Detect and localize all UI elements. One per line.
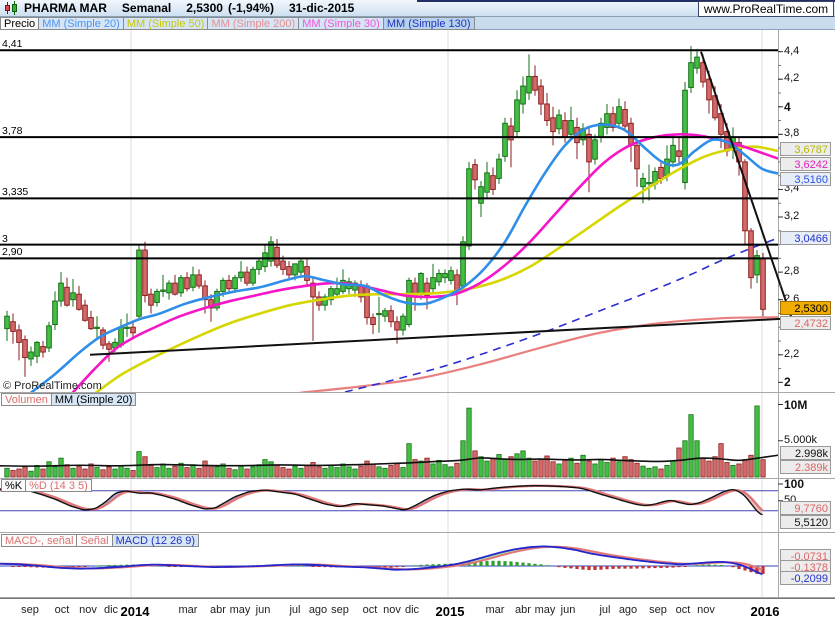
tab-mm-simple-30[interactable]: MM (Simple 30) <box>298 17 384 30</box>
symbol-name: PHARMA MAR <box>24 0 107 15</box>
price-change: (-1,94%) <box>227 0 274 15</box>
tab-precio[interactable]: Precio <box>0 17 40 30</box>
candlestick-icon <box>4 1 19 15</box>
panel-divider <box>0 478 835 479</box>
legend-bar: Precio MM (Simple 20) MM (Simple 50) MM (Si… <box>0 17 835 30</box>
tab-senal[interactable]: Señal <box>76 534 113 547</box>
top-accent-strip <box>417 0 835 2</box>
stochastic-panel[interactable] <box>0 479 835 532</box>
tab-percent-k[interactable]: %K <box>1 479 27 492</box>
title-bar: PHARMA MAR Semanal 2,5300 (-1,94%) 31-dic-20… <box>0 0 835 17</box>
tab-macd-12-26-9[interactable]: MACD (12 26 9) <box>111 534 200 547</box>
panel-divider <box>0 597 835 598</box>
tab-mm-simple-130[interactable]: MM (Simple 130) <box>382 17 475 30</box>
tab-percent-d[interactable]: %D (14 3 5) <box>25 479 92 492</box>
panel-divider <box>0 532 835 533</box>
tab-volumen[interactable]: Volumen <box>1 393 52 406</box>
quote-date: 31-dic-2015 <box>288 0 355 15</box>
volume-legend: Volumen MM (Simple 20) <box>1 393 137 406</box>
copyright-watermark: © ProRealTime.com <box>3 380 102 392</box>
prt-website-link[interactable]: www.ProRealTime.com <box>698 1 834 17</box>
price-chart-panel[interactable] <box>0 30 835 392</box>
stoch-legend: %K %D (14 3 5) <box>1 479 92 492</box>
timeframe-label: Semanal <box>121 0 172 15</box>
panel-divider <box>0 392 835 393</box>
time-axis <box>0 598 835 620</box>
tab-mm-simple-50[interactable]: MM (Simple 50) <box>122 17 209 30</box>
tab-macd-senal[interactable]: MACD-, señal <box>1 534 78 547</box>
tab-volume-mm20[interactable]: MM (Simple 20) <box>50 393 137 406</box>
macd-legend: MACD-, señal Señal MACD (12 26 9) <box>1 534 200 547</box>
tab-mm-simple-200[interactable]: MM (Simple 200) <box>207 17 300 30</box>
last-price: 2,5300 <box>186 0 223 15</box>
tab-mm-simple-20[interactable]: MM (Simple 20) <box>38 17 124 30</box>
